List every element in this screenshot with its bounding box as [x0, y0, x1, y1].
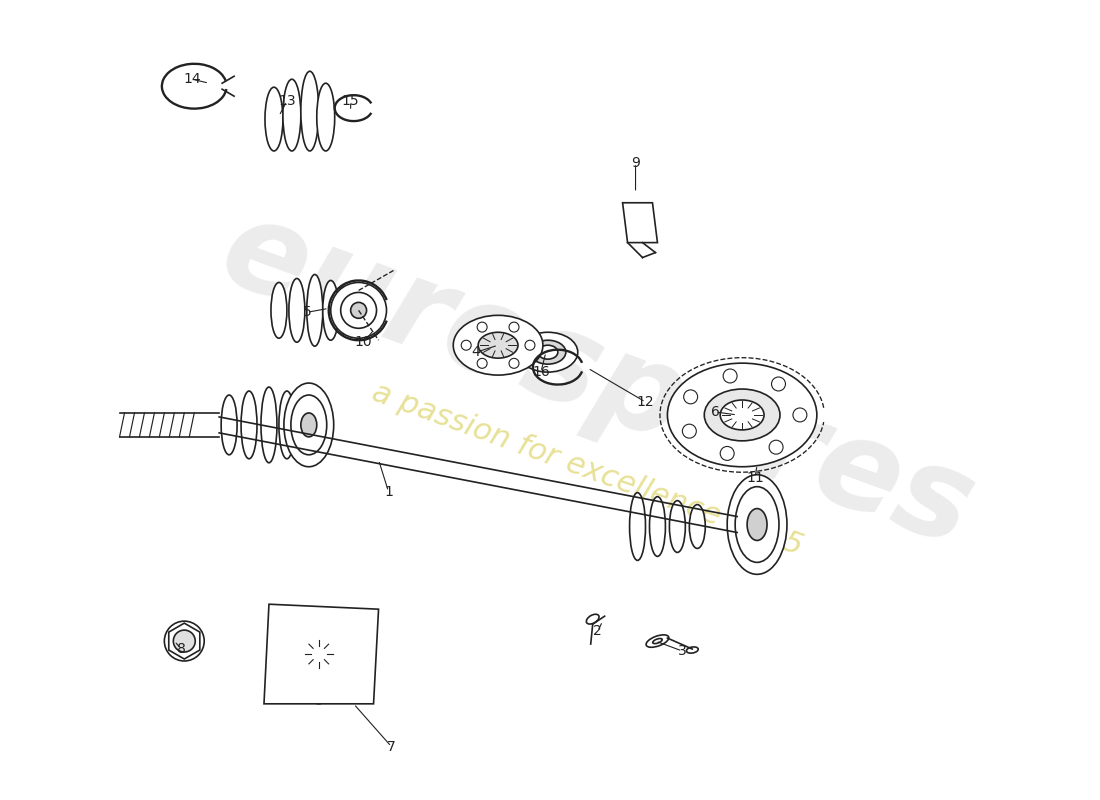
Circle shape [174, 630, 195, 652]
Text: 12: 12 [637, 395, 654, 409]
Text: 6: 6 [711, 405, 719, 419]
Ellipse shape [241, 391, 257, 458]
Circle shape [297, 632, 341, 676]
Ellipse shape [271, 282, 287, 338]
Polygon shape [623, 202, 658, 242]
Ellipse shape [686, 647, 698, 653]
Circle shape [351, 302, 366, 318]
Ellipse shape [283, 79, 300, 151]
Ellipse shape [453, 315, 543, 375]
Ellipse shape [300, 71, 319, 151]
Text: 9: 9 [631, 156, 640, 170]
Ellipse shape [518, 332, 578, 372]
Circle shape [769, 440, 783, 454]
Circle shape [311, 690, 326, 704]
Ellipse shape [646, 635, 669, 647]
Text: 14: 14 [184, 72, 201, 86]
Ellipse shape [670, 501, 685, 553]
Ellipse shape [629, 493, 646, 560]
Circle shape [525, 340, 535, 350]
Ellipse shape [649, 497, 666, 556]
Circle shape [461, 340, 471, 350]
Ellipse shape [307, 274, 322, 346]
Ellipse shape [690, 505, 705, 549]
Text: 4: 4 [472, 345, 481, 359]
Ellipse shape [704, 389, 780, 441]
Text: 10: 10 [355, 335, 373, 350]
Ellipse shape [293, 397, 309, 453]
Ellipse shape [322, 281, 339, 340]
Ellipse shape [530, 340, 565, 364]
Ellipse shape [668, 363, 817, 466]
Text: 2: 2 [593, 624, 602, 638]
Text: a passion for excellence 1985: a passion for excellence 1985 [368, 378, 807, 562]
Ellipse shape [652, 638, 662, 643]
Circle shape [793, 408, 807, 422]
Text: 8: 8 [177, 642, 186, 656]
Ellipse shape [337, 286, 353, 334]
Text: 3: 3 [678, 644, 686, 658]
Circle shape [164, 621, 205, 661]
Text: 1: 1 [384, 485, 393, 498]
Circle shape [305, 640, 332, 668]
Ellipse shape [720, 400, 764, 430]
Text: 7: 7 [387, 740, 396, 754]
Text: eurospares: eurospares [206, 188, 990, 572]
Ellipse shape [300, 413, 317, 437]
Ellipse shape [538, 346, 558, 359]
Circle shape [682, 424, 696, 438]
Circle shape [284, 614, 298, 628]
Ellipse shape [265, 87, 283, 151]
Circle shape [509, 322, 519, 332]
Circle shape [509, 358, 519, 368]
Circle shape [720, 446, 734, 461]
Ellipse shape [586, 614, 600, 624]
Circle shape [723, 369, 737, 383]
Ellipse shape [261, 387, 277, 462]
Ellipse shape [221, 395, 238, 454]
Circle shape [346, 677, 361, 691]
Ellipse shape [727, 474, 786, 574]
Circle shape [331, 282, 386, 338]
Circle shape [477, 322, 487, 332]
Text: 13: 13 [278, 94, 296, 108]
Ellipse shape [747, 509, 767, 541]
Circle shape [277, 677, 290, 691]
Circle shape [684, 390, 697, 404]
Ellipse shape [289, 278, 305, 342]
Text: 15: 15 [342, 94, 360, 108]
Text: 11: 11 [746, 470, 764, 485]
Text: 5: 5 [302, 306, 311, 319]
Text: 16: 16 [532, 365, 550, 379]
Circle shape [477, 358, 487, 368]
Ellipse shape [478, 332, 518, 358]
Ellipse shape [317, 83, 334, 151]
Ellipse shape [279, 391, 295, 458]
Ellipse shape [284, 383, 333, 466]
Polygon shape [264, 604, 378, 704]
Circle shape [350, 617, 364, 631]
Circle shape [771, 377, 785, 391]
